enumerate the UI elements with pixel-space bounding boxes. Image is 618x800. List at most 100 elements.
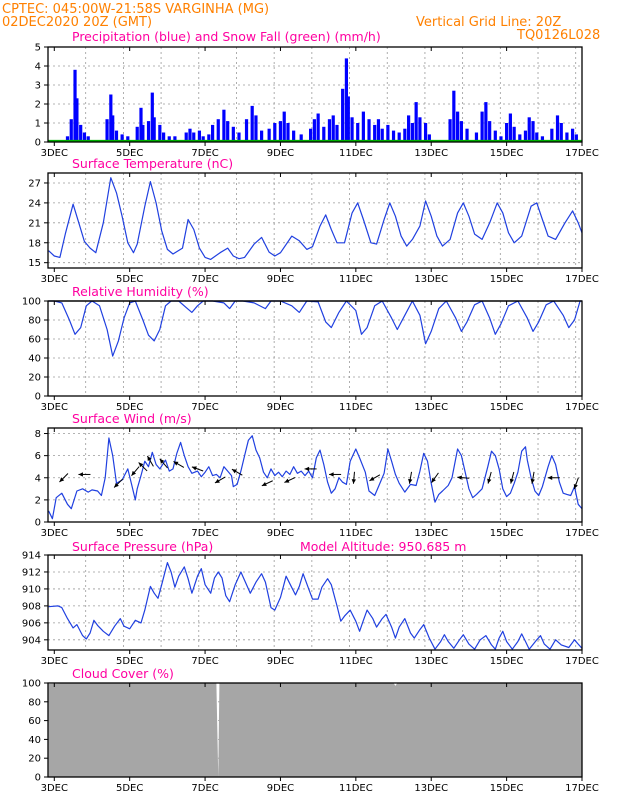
precipitation-bar [480, 111, 484, 142]
precipitation-bar [527, 117, 531, 142]
temperature-x-tick-label: 15DEC [490, 274, 524, 285]
wind-vector-head [509, 478, 514, 484]
humidity-series-line [48, 300, 582, 357]
precipitation-bar [273, 123, 277, 142]
precipitation-bar [207, 134, 211, 142]
precipitation-bar [299, 134, 303, 142]
precipitation-bar [184, 132, 188, 142]
pressure-series-line [48, 561, 583, 650]
wind-vector-head [487, 478, 492, 484]
wind-x-tick-label: 9DEC [267, 528, 294, 539]
pressure-y-tick-label: 914 [22, 551, 41, 562]
precipitation-bar [152, 117, 156, 142]
wind-series-line [48, 435, 583, 520]
precipitation-bar [414, 102, 418, 142]
wind-frame [47, 427, 583, 523]
precipitation-bar [82, 132, 87, 142]
humidity-y-tick-label: 80 [28, 316, 41, 327]
precipitation-bar [555, 115, 560, 142]
precipitation-bar [391, 130, 396, 142]
wind-x-tick-label: 17DEC [565, 528, 599, 539]
precipitation-bar [192, 132, 196, 142]
pressure-x-tick-label: 9DEC [267, 656, 294, 667]
precipitation-bar [162, 132, 166, 142]
precipitation-bar [150, 92, 154, 142]
precipitation-bar [167, 136, 171, 142]
precipitation-bar [135, 126, 139, 142]
wind-vector-head [131, 470, 137, 476]
precipitation-bar [465, 128, 469, 142]
header-grid-note: Vertical Grid Line: 20Z [416, 15, 561, 30]
cloud-frame [47, 682, 583, 778]
temperature-y-tick-label: 18 [28, 238, 41, 249]
precipitation-bar [120, 134, 124, 142]
pressure-x-tick-label: 7DEC [191, 656, 218, 667]
cloud-y-tick-label: 20 [28, 754, 41, 765]
wind-vector-head [191, 466, 197, 471]
precipitation-bar [380, 128, 384, 142]
humidity-x-tick-label: 17DEC [565, 402, 599, 413]
precipitation-bar [282, 111, 286, 142]
precip-x-tick-label: 7DEC [191, 148, 218, 159]
cloud-x-tick-label: 13DEC [414, 783, 448, 794]
humidity-x-tick-label: 13DEC [414, 402, 448, 413]
precipitation-bar [327, 119, 332, 142]
wind-vector-head [284, 478, 290, 483]
precipitation-bar [456, 111, 460, 142]
precipitation-bar [512, 126, 516, 142]
humidity-x-tick-label: 3DEC [41, 402, 68, 413]
wind-vector-head [408, 478, 413, 484]
pressure-y-tick-label: 904 [22, 635, 41, 646]
header-station: CPTEC: 045:00W-21:58S VARGINHA (MG) [2, 2, 269, 17]
wind-vector-head [173, 461, 179, 466]
precip-frame [47, 46, 583, 143]
temperature-y-tick-label: 27 [28, 178, 41, 189]
precipitation-bar [565, 132, 569, 142]
humidity-x-tick-label: 5DEC [116, 402, 143, 413]
precipitation-bar [309, 128, 313, 142]
precipitation-bar [403, 128, 407, 142]
pressure-y-tick-label: 906 [22, 618, 41, 629]
precipitation-bar [216, 119, 220, 142]
model-altitude-note: Model Altitude: 950.685 m [300, 539, 466, 554]
precipitation-title: Precipitation (blue) and Snow Fall (gree… [72, 29, 381, 44]
wind-vector-head [351, 479, 356, 484]
pressure-x-tick-label: 17DEC [565, 656, 599, 667]
temperature-x-tick-label: 11DEC [339, 274, 373, 285]
precipitation-bar [237, 132, 241, 142]
precipitation-bar [427, 134, 431, 142]
temperature-x-tick-label: 9DEC [267, 274, 294, 285]
wind-x-tick-label: 3DEC [41, 528, 68, 539]
precipitation-bar [341, 88, 345, 142]
wind-x-tick-label: 15DEC [490, 528, 524, 539]
precipitation-bar [344, 58, 349, 142]
precipitation-bar [254, 115, 258, 142]
precipitation-bar [367, 119, 371, 142]
precipitation-bar [201, 136, 205, 142]
wind-vector-head [431, 477, 436, 483]
precipitation-bar [508, 113, 512, 142]
precipitation-bar [126, 136, 130, 142]
precipitation-bar [226, 121, 230, 142]
wind-vector-head [59, 477, 65, 483]
precipitation-bar [559, 123, 563, 142]
precip-x-tick-label: 15DEC [490, 148, 524, 159]
precipitation-bar [197, 130, 202, 142]
precipitation-bar [65, 136, 70, 142]
precipitation-bar [231, 126, 235, 142]
precipitation-bar [111, 115, 115, 142]
pressure-x-tick-label: 5DEC [116, 656, 143, 667]
precipitation-bar [550, 128, 554, 142]
wind-y-tick-label: 6 [35, 451, 41, 462]
precipitation-bar [423, 123, 428, 142]
cloud-x-tick-label: 9DEC [267, 783, 294, 794]
precip-y-tick-label: 1 [35, 119, 41, 130]
wind-vector-head [231, 469, 237, 474]
precipitation-bar [484, 102, 488, 142]
precipitation-bar [493, 130, 497, 142]
wind-title: Surface Wind (m/s) [72, 411, 192, 426]
precipitation-bar [397, 132, 401, 142]
temperature-title: Surface Temperature (nC) [72, 156, 233, 171]
precipitation-bar [356, 123, 360, 142]
